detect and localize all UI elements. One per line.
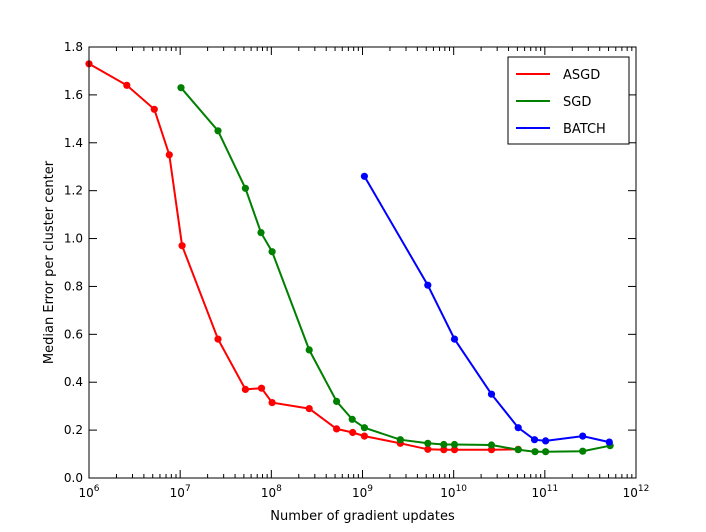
data-point-asgd	[424, 445, 432, 453]
data-point-asgd	[360, 432, 368, 440]
data-point-sgd	[348, 415, 356, 423]
data-point-batch	[514, 424, 522, 432]
x-tick-label: 106	[78, 484, 99, 500]
legend-label-batch: BATCH	[563, 122, 606, 137]
data-point-asgd	[165, 151, 173, 159]
y-tick-label: 1.4	[64, 136, 83, 150]
x-tick-label: 108	[261, 484, 282, 500]
data-point-asgd	[349, 428, 357, 437]
data-point-batch	[424, 281, 432, 289]
data-point-sgd	[396, 436, 404, 444]
axis-ticks	[88, 46, 637, 479]
data-point-sgd	[360, 424, 368, 432]
data-point-batch	[530, 436, 539, 444]
x-tick-exponent: 11	[547, 484, 558, 494]
y-tick-label: 0.4	[64, 375, 83, 389]
data-point-asgd	[178, 242, 186, 250]
data-point-batch	[360, 172, 368, 180]
data-point-sgd	[257, 229, 265, 237]
data-point-batch	[487, 390, 496, 398]
tick-labels: 106 107 108 109 1010 1011 10120.00.20.40.60.81…	[64, 40, 649, 500]
legend-label-sgd: SGD	[563, 95, 591, 110]
data-point-sgd	[487, 441, 496, 449]
plot-area	[85, 60, 614, 456]
x-tick-exponent: 10	[456, 484, 468, 494]
data-point-sgd	[333, 397, 341, 405]
x-tick-label: 1010	[440, 484, 467, 500]
data-point-batch	[542, 437, 550, 445]
data-point-batch	[579, 432, 587, 440]
series-asgd	[85, 60, 522, 454]
data-point-sgd	[514, 446, 522, 454]
data-point-sgd	[450, 440, 459, 449]
x-tick-base: 10	[440, 486, 455, 500]
legend-label-asgd: ASGD	[563, 68, 600, 83]
y-tick-label: 0.8	[64, 279, 83, 293]
data-point-batch	[605, 438, 613, 446]
y-tick-label: 0.6	[64, 327, 83, 341]
data-point-asgd	[123, 81, 131, 89]
data-point-sgd	[214, 127, 222, 135]
data-point-sgd	[542, 448, 550, 456]
data-point-sgd	[241, 184, 249, 192]
x-tick-base: 10	[623, 486, 638, 500]
x-tick-exponent: 9	[367, 484, 373, 494]
data-point-asgd	[241, 385, 249, 393]
x-tick-base: 10	[531, 486, 546, 500]
legend: ASGD SGD BATCH	[507, 56, 630, 145]
x-tick-exponent: 7	[185, 484, 191, 494]
x-tick-exponent: 8	[276, 484, 282, 494]
y-tick-label: 1.6	[64, 88, 83, 102]
data-point-asgd	[333, 425, 341, 433]
data-point-asgd	[450, 446, 459, 454]
data-point-sgd	[177, 84, 185, 92]
y-tick-label: 1.0	[64, 232, 83, 246]
x-tick-label: 109	[352, 484, 373, 500]
data-point-asgd	[150, 105, 158, 113]
series-batch	[360, 172, 613, 446]
data-point-sgd	[424, 439, 432, 447]
data-point-sgd	[579, 447, 587, 455]
data-point-sgd	[440, 440, 448, 449]
x-tick-base: 10	[261, 486, 276, 500]
data-point-batch	[450, 335, 459, 343]
x-tick-label: 1011	[531, 484, 558, 500]
data-point-asgd	[257, 384, 266, 392]
y-tick-label: 0.0	[64, 471, 83, 485]
data-point-sgd	[268, 248, 276, 256]
y-axis-label: Median Error per cluster center	[42, 160, 57, 364]
data-point-asgd	[268, 399, 276, 407]
x-tick-label: 1012	[623, 484, 650, 500]
data-point-sgd	[531, 448, 539, 456]
y-tick-label: 1.8	[64, 40, 83, 54]
data-point-sgd	[305, 346, 313, 354]
data-point-asgd	[214, 335, 222, 343]
x-axis-label: Number of gradient updates	[270, 509, 455, 524]
y-tick-label: 1.2	[64, 184, 83, 198]
x-tick-base: 10	[78, 486, 93, 500]
x-tick-label: 107	[170, 484, 191, 500]
series-sgd	[177, 84, 614, 456]
data-point-asgd	[305, 405, 313, 413]
y-tick-label: 0.2	[64, 423, 83, 437]
data-point-asgd	[440, 446, 448, 454]
x-tick-exponent: 6	[94, 484, 100, 494]
x-tick-exponent: 12	[638, 484, 649, 494]
x-tick-base: 10	[170, 486, 185, 500]
x-tick-base: 10	[352, 486, 367, 500]
